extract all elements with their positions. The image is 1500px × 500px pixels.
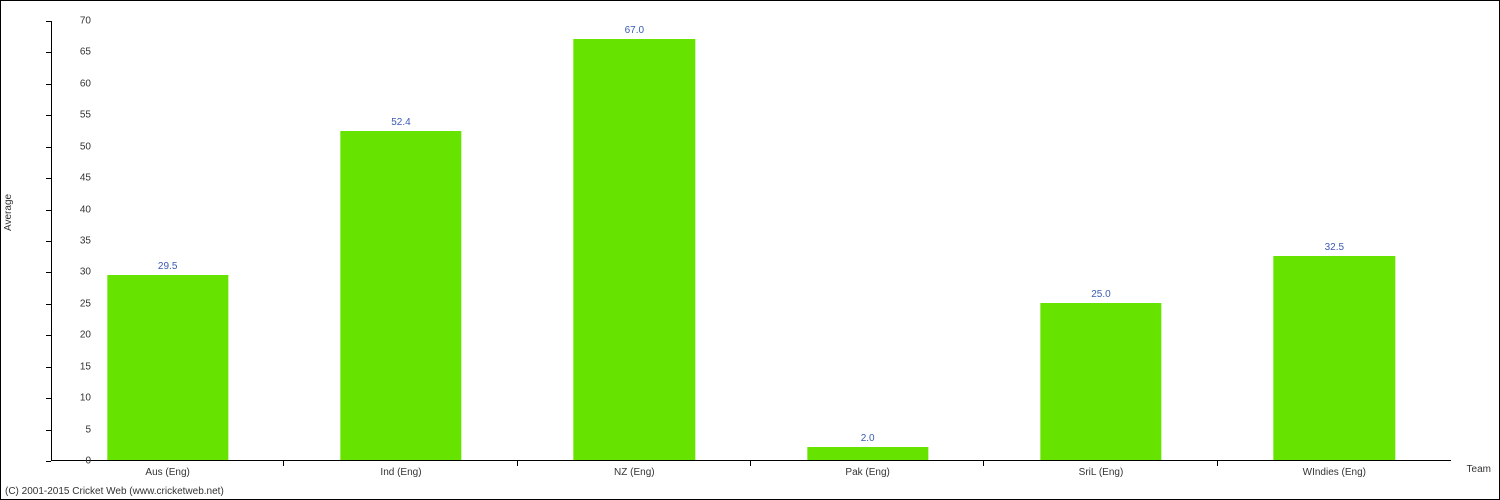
bar-value-label: 52.4 bbox=[391, 117, 410, 128]
bar bbox=[1274, 256, 1395, 460]
bar-group: 25.0SriL (Eng) bbox=[984, 21, 1217, 461]
chart-frame: Average 29.5Aus (Eng)52.4Ind (Eng)67.0NZ… bbox=[0, 0, 1500, 500]
y-tick-label: 15 bbox=[51, 361, 91, 372]
y-tick-label: 35 bbox=[51, 236, 91, 247]
bar bbox=[574, 39, 695, 460]
bar-value-label: 32.5 bbox=[1325, 242, 1344, 253]
y-axis-label: Average bbox=[3, 194, 14, 231]
bar-value-label: 25.0 bbox=[1091, 289, 1110, 300]
bar-group: 52.4Ind (Eng) bbox=[284, 21, 517, 461]
plot-area: 29.5Aus (Eng)52.4Ind (Eng)67.0NZ (Eng)2.… bbox=[51, 21, 1451, 461]
bar-value-label: 29.5 bbox=[158, 261, 177, 272]
bar-group: 67.0NZ (Eng) bbox=[518, 21, 751, 461]
bar bbox=[107, 275, 228, 460]
x-tick bbox=[517, 461, 518, 466]
bar-category-label: WIndies (Eng) bbox=[1303, 467, 1366, 478]
y-tick-label: 60 bbox=[51, 78, 91, 89]
y-tick-label: 40 bbox=[51, 204, 91, 215]
bar-group: 32.5WIndies (Eng) bbox=[1218, 21, 1451, 461]
bar-category-label: Ind (Eng) bbox=[380, 467, 421, 478]
bar-value-label: 2.0 bbox=[861, 433, 875, 444]
y-tick-label: 30 bbox=[51, 267, 91, 278]
bar-category-label: Pak (Eng) bbox=[845, 467, 889, 478]
copyright-text: (C) 2001-2015 Cricket Web (www.cricketwe… bbox=[5, 486, 224, 497]
y-tick-label: 70 bbox=[51, 16, 91, 27]
bar-group: 2.0Pak (Eng) bbox=[751, 21, 984, 461]
bar bbox=[1040, 303, 1161, 460]
bar-value-label: 67.0 bbox=[625, 25, 644, 36]
x-tick bbox=[283, 461, 284, 466]
x-tick bbox=[750, 461, 751, 466]
bar bbox=[807, 447, 928, 460]
y-tick-label: 20 bbox=[51, 330, 91, 341]
bar bbox=[340, 131, 461, 460]
y-tick-label: 5 bbox=[51, 424, 91, 435]
bar-category-label: Aus (Eng) bbox=[145, 467, 189, 478]
bar-category-label: SriL (Eng) bbox=[1079, 467, 1124, 478]
y-tick-label: 0 bbox=[51, 456, 91, 467]
y-tick-label: 25 bbox=[51, 298, 91, 309]
y-tick-label: 10 bbox=[51, 393, 91, 404]
y-tick-label: 45 bbox=[51, 173, 91, 184]
bars-area: 29.5Aus (Eng)52.4Ind (Eng)67.0NZ (Eng)2.… bbox=[51, 21, 1451, 461]
y-tick-label: 50 bbox=[51, 141, 91, 152]
x-axis-label: Team bbox=[1467, 464, 1491, 475]
x-tick bbox=[1217, 461, 1218, 466]
bar-category-label: NZ (Eng) bbox=[614, 467, 655, 478]
y-tick-label: 65 bbox=[51, 47, 91, 58]
y-tick-label: 55 bbox=[51, 110, 91, 121]
x-tick bbox=[983, 461, 984, 466]
